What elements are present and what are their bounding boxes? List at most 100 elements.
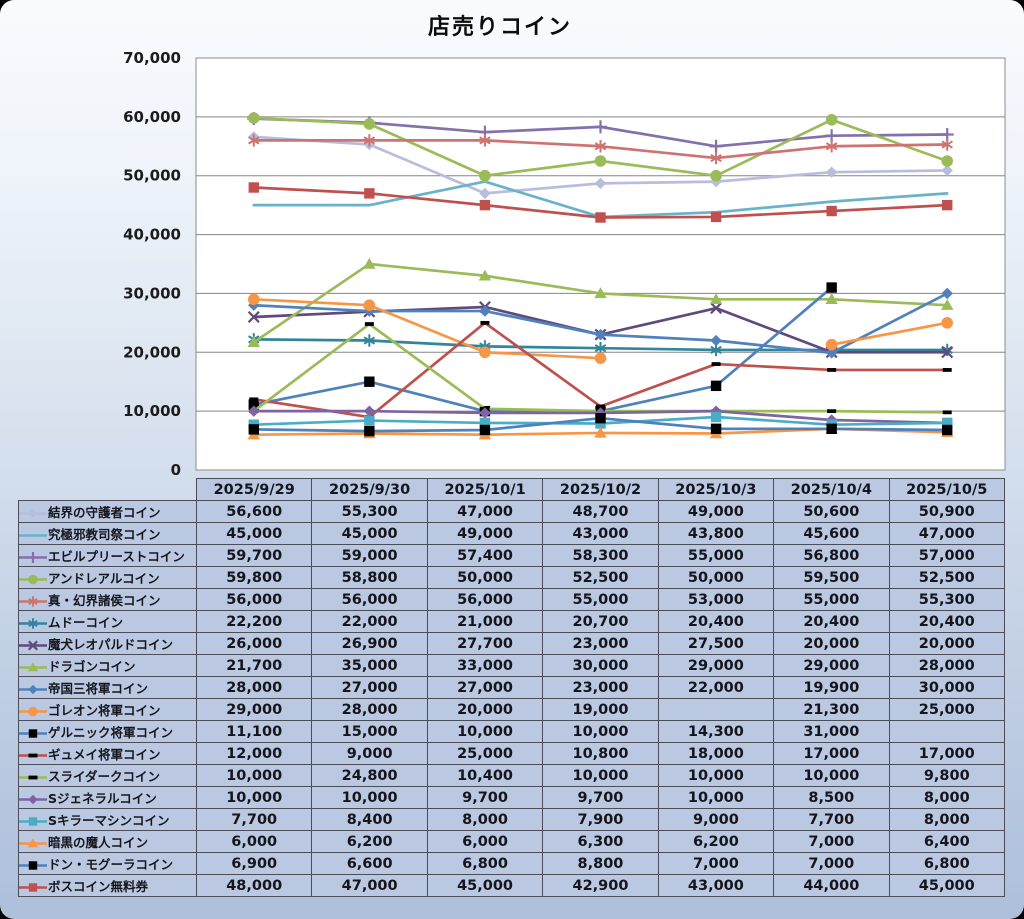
price-value-cell: 22,200: [195, 610, 313, 633]
price-value-cell: 30,000: [888, 676, 1006, 699]
price-value-cell: 25,000: [426, 742, 544, 765]
date-column-header: 2025/10/4: [773, 478, 890, 501]
table-row: Sキラーマシンコイン 7,700 8,400 8,000 7,900 9,000 7,700…: [18, 808, 1006, 831]
y-axis-tick-label: 30,000: [123, 284, 181, 302]
price-value-cell: 7,700: [195, 808, 313, 831]
table-row: ゴレオン将軍コイン 29,000 28,000 20,000 19,000 21,300 2…: [18, 698, 1006, 721]
asterisk-marker-icon: [19, 596, 47, 607]
price-value-cell: 19,000: [542, 698, 659, 721]
date-column-header: 2025/10/2: [542, 478, 659, 501]
price-value-cell: 53,000: [657, 588, 775, 611]
coin-price-table: 2025/9/29 2025/9/30 2025/10/1 2025/10/2 2025…: [18, 478, 1006, 897]
price-value-cell: 52,500: [888, 566, 1006, 589]
price-value-cell: 45,000: [311, 522, 428, 545]
series-name-cell: ムドーコイン: [18, 610, 197, 633]
price-value-cell: 42,900: [542, 874, 659, 897]
price-value-cell: 17,000: [888, 742, 1006, 765]
price-value-cell: 59,000: [311, 544, 428, 567]
price-value-cell: 10,000: [195, 786, 313, 809]
series-name-cell: スライダークコイン: [18, 764, 197, 787]
price-value-cell: 58,300: [542, 544, 659, 567]
table-row: ボスコイン無料券 48,000 47,000 45,000 42,900 43,000 44…: [18, 874, 1006, 897]
price-value-cell: 23,000: [542, 676, 659, 699]
price-value-cell: 8,400: [311, 808, 428, 831]
price-value-cell: 45,000: [888, 874, 1006, 897]
series-name-label: ゲルニック将軍コイン: [48, 725, 174, 740]
series-name-label: 魔犬レオパルドコイン: [48, 637, 174, 652]
corner-cell: [19, 479, 197, 501]
triangle-marker-icon: [19, 662, 47, 672]
table-header-row: 2025/9/29 2025/9/30 2025/10/1 2025/10/2 2025…: [19, 478, 1006, 501]
price-value-cell: 56,000: [426, 588, 544, 611]
series-name-label: 究極邪教司祭コイン: [48, 527, 161, 542]
price-value-cell: 9,700: [426, 786, 544, 809]
series-name-label: ギュメイ将軍コイン: [48, 747, 161, 762]
price-value-cell: 20,400: [773, 610, 890, 633]
table-row: ドン・モグーラコイン 6,900 6,600 6,800 8,800 7,000 7,000…: [18, 852, 1006, 875]
price-value-cell: [888, 720, 1006, 743]
price-value-cell: 18,000: [657, 742, 775, 765]
none-marker-icon: [19, 534, 47, 537]
price-value-cell: 26,900: [311, 632, 428, 655]
table-row: 暗黒の魔人コイン 6,000 6,200 6,000 6,300 6,200 7,000 6,…: [18, 830, 1006, 853]
series-name-cell: ゴレオン将軍コイン: [18, 698, 197, 721]
line-chart: 0 10,000 20,000 30,000 40,000 50,000 60,000 70,…: [123, 49, 1006, 478]
price-value-cell: 24,800: [311, 764, 428, 787]
price-value-cell: 11,100: [195, 720, 313, 743]
price-value-cell: 55,300: [311, 500, 428, 523]
price-value-cell: 29,000: [657, 654, 775, 677]
plus-marker-icon: [19, 551, 47, 563]
diamond-marker-icon: [19, 684, 47, 695]
table-row: アンドレアルコイン 59,800 58,800 50,000 52,500 50,000 5…: [18, 566, 1006, 589]
price-value-cell: 6,900: [195, 852, 313, 875]
series-name-cell: Sキラーマシンコイン: [18, 808, 197, 831]
price-value-cell: 10,000: [311, 786, 428, 809]
price-value-cell: 50,600: [773, 500, 890, 523]
price-value-cell: 28,000: [311, 698, 428, 721]
price-value-cell: 22,000: [311, 610, 428, 633]
price-value-cell: 56,600: [195, 500, 313, 523]
price-value-cell: 6,300: [542, 830, 659, 853]
price-value-cell: 45,600: [773, 522, 890, 545]
price-value-cell: 56,000: [195, 588, 313, 611]
price-value-cell: 59,800: [195, 566, 313, 589]
price-value-cell: 47,000: [311, 874, 428, 897]
date-column-header: 2025/9/29: [195, 478, 313, 501]
price-value-cell: 43,000: [542, 522, 659, 545]
y-axis-tick-label: 60,000: [123, 108, 181, 126]
price-value-cell: 43,800: [657, 522, 775, 545]
price-value-cell: 49,000: [426, 522, 544, 545]
price-value-cell: 56,800: [773, 544, 890, 567]
price-value-cell: 56,000: [311, 588, 428, 611]
y-axis-tick-label: 20,000: [123, 343, 181, 361]
price-value-cell: 6,400: [888, 830, 1006, 853]
price-value-cell: 31,000: [773, 720, 890, 743]
price-value-cell: 20,000: [426, 698, 544, 721]
y-axis-tick-label: 10,000: [123, 402, 181, 420]
series-name-cell: ギュメイ将軍コイン: [18, 742, 197, 765]
series-name-cell: Sジェネラルコイン: [18, 786, 197, 809]
series-name-label: ボスコイン無料券: [48, 879, 149, 894]
x-marker-icon: [19, 640, 47, 651]
price-value-cell: 6,000: [195, 830, 313, 853]
square-marker-icon: [19, 817, 47, 826]
price-value-cell: 55,000: [773, 588, 890, 611]
price-value-cell: 14,300: [657, 720, 775, 743]
price-value-cell: 21,300: [773, 698, 890, 721]
price-value-cell: 50,000: [657, 566, 775, 589]
price-value-cell: 23,000: [542, 632, 659, 655]
series-name-cell: エビルプリーストコイン: [18, 544, 197, 567]
series-name-label: ムドーコイン: [48, 615, 124, 630]
price-value-cell: 26,000: [195, 632, 313, 655]
price-value-cell: 10,000: [542, 720, 659, 743]
price-value-cell: 59,700: [195, 544, 313, 567]
price-value-cell: 25,000: [888, 698, 1006, 721]
price-value-cell: 49,000: [657, 500, 775, 523]
price-value-cell: 7,000: [657, 852, 775, 875]
price-value-cell: 21,000: [426, 610, 544, 633]
price-value-cell: 57,400: [426, 544, 544, 567]
series-name-label: 暗黒の魔人コイン: [48, 835, 149, 850]
price-value-cell: 12,000: [195, 742, 313, 765]
dash-marker-icon: [19, 753, 47, 758]
